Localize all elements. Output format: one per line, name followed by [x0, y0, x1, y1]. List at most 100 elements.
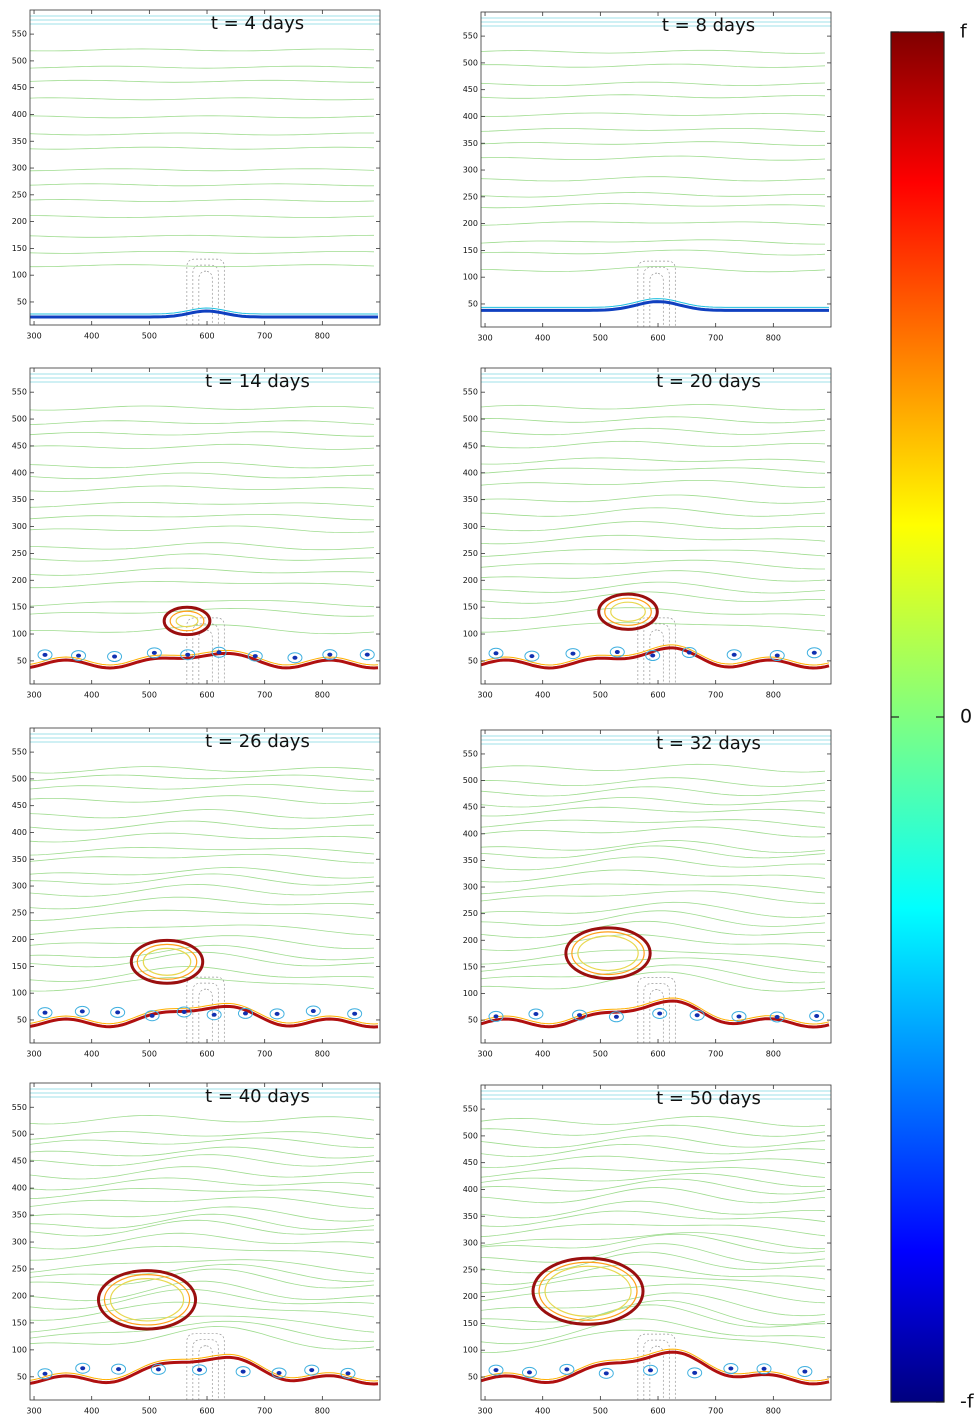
y-tick-label: 50 [468, 299, 478, 308]
eddy [488, 1364, 504, 1376]
eddy [322, 649, 338, 661]
y-tick-label: 300 [463, 1239, 478, 1248]
streamline [30, 944, 375, 961]
x-tick-label: 300 [477, 334, 492, 343]
y-tick-label: 400 [463, 468, 478, 477]
x-tick-label: 300 [26, 1407, 41, 1416]
front [30, 1355, 379, 1386]
x-tick-label: 500 [142, 1407, 157, 1416]
eddy [237, 1007, 253, 1019]
x-tick-label: 700 [708, 1407, 723, 1416]
eddy-core [526, 1370, 532, 1375]
streamline [481, 1124, 826, 1137]
eddy [111, 1363, 127, 1375]
y-tick-label: 250 [463, 909, 478, 918]
eddy [769, 650, 785, 662]
eddy-core [728, 1366, 734, 1371]
y-tick-label: 450 [463, 1158, 478, 1167]
x-tick-label: 600 [199, 332, 214, 341]
y-tick-label: 400 [463, 112, 478, 121]
y-tick-label: 450 [12, 801, 27, 810]
streamline [481, 883, 826, 895]
eddy-core [657, 1011, 663, 1016]
y-tick-label: 550 [463, 32, 478, 41]
eddy-core [364, 652, 370, 657]
swirl [577, 935, 639, 972]
streamline [481, 869, 826, 883]
panel-title: t = 40 days [205, 1086, 310, 1107]
y-tick-label: 350 [12, 137, 27, 146]
streamline [481, 416, 826, 424]
y-tick-label: 100 [463, 630, 478, 639]
y-tick-label: 300 [463, 522, 478, 531]
eddy [681, 647, 697, 659]
obstacle [637, 260, 676, 327]
y-tick-label: 100 [12, 989, 27, 998]
streamline [30, 97, 375, 101]
eddy-core [352, 1011, 358, 1016]
streamline [481, 622, 826, 633]
obstacle [643, 983, 670, 1043]
eddy [340, 1367, 356, 1379]
eddy [37, 1368, 53, 1380]
swirl [610, 601, 646, 622]
plot-frame [480, 729, 832, 1044]
streamline [481, 856, 826, 871]
eddy [645, 650, 661, 662]
streamline [30, 795, 375, 804]
y-tick-label: 50 [17, 656, 27, 665]
streamline [481, 1178, 826, 1195]
eddy-core [731, 652, 737, 657]
eddy-core [774, 1014, 780, 1019]
streamline [481, 763, 826, 773]
streamline [30, 1114, 375, 1125]
streamline [481, 777, 826, 787]
x-tick-label: 400 [535, 334, 550, 343]
streamline [30, 820, 374, 831]
streamline [481, 949, 826, 965]
x-tick-label: 500 [593, 334, 608, 343]
streamline [30, 1268, 375, 1289]
eddy-core [76, 653, 82, 658]
x-tick-label: 400 [84, 691, 99, 700]
streamline [481, 1223, 826, 1238]
contours [30, 1088, 380, 1400]
streamline [481, 266, 826, 273]
eddy [731, 1010, 747, 1022]
streamline [481, 112, 826, 117]
eddy [37, 1007, 53, 1019]
streamline [481, 607, 826, 620]
y-tick-label: 250 [463, 549, 478, 558]
eddy-core [564, 1367, 570, 1372]
eddy [524, 650, 540, 662]
eddy-core [613, 1014, 619, 1019]
streamline [481, 934, 826, 951]
streamline [30, 1315, 375, 1333]
plot-frame [29, 367, 381, 685]
streamline [481, 1187, 826, 1204]
panel: 300 400 500 600 700 800 50 100 150 200 250 300 350 40… [463, 729, 832, 1059]
eddy [74, 1005, 90, 1017]
contours [481, 17, 831, 327]
obstacle [186, 258, 225, 325]
streamline [30, 873, 375, 886]
streamline [481, 440, 826, 449]
y-tick-label: 200 [463, 576, 478, 585]
streamline [30, 168, 375, 172]
y-tick-label: 450 [12, 83, 27, 92]
front-edge [481, 298, 829, 308]
swirl [175, 614, 199, 628]
eddy-core [292, 655, 298, 660]
streamline [481, 819, 826, 828]
x-tick-label: 400 [84, 1407, 99, 1416]
eddy-core [42, 652, 48, 657]
swirl [597, 592, 659, 631]
eddy [769, 1011, 785, 1023]
eddy-core [811, 650, 817, 655]
eddy-core [533, 1011, 539, 1016]
streamline [30, 909, 375, 921]
eddy [287, 652, 303, 664]
streamline [481, 1210, 826, 1227]
y-tick-label: 400 [463, 829, 478, 838]
eddy [144, 1010, 160, 1022]
